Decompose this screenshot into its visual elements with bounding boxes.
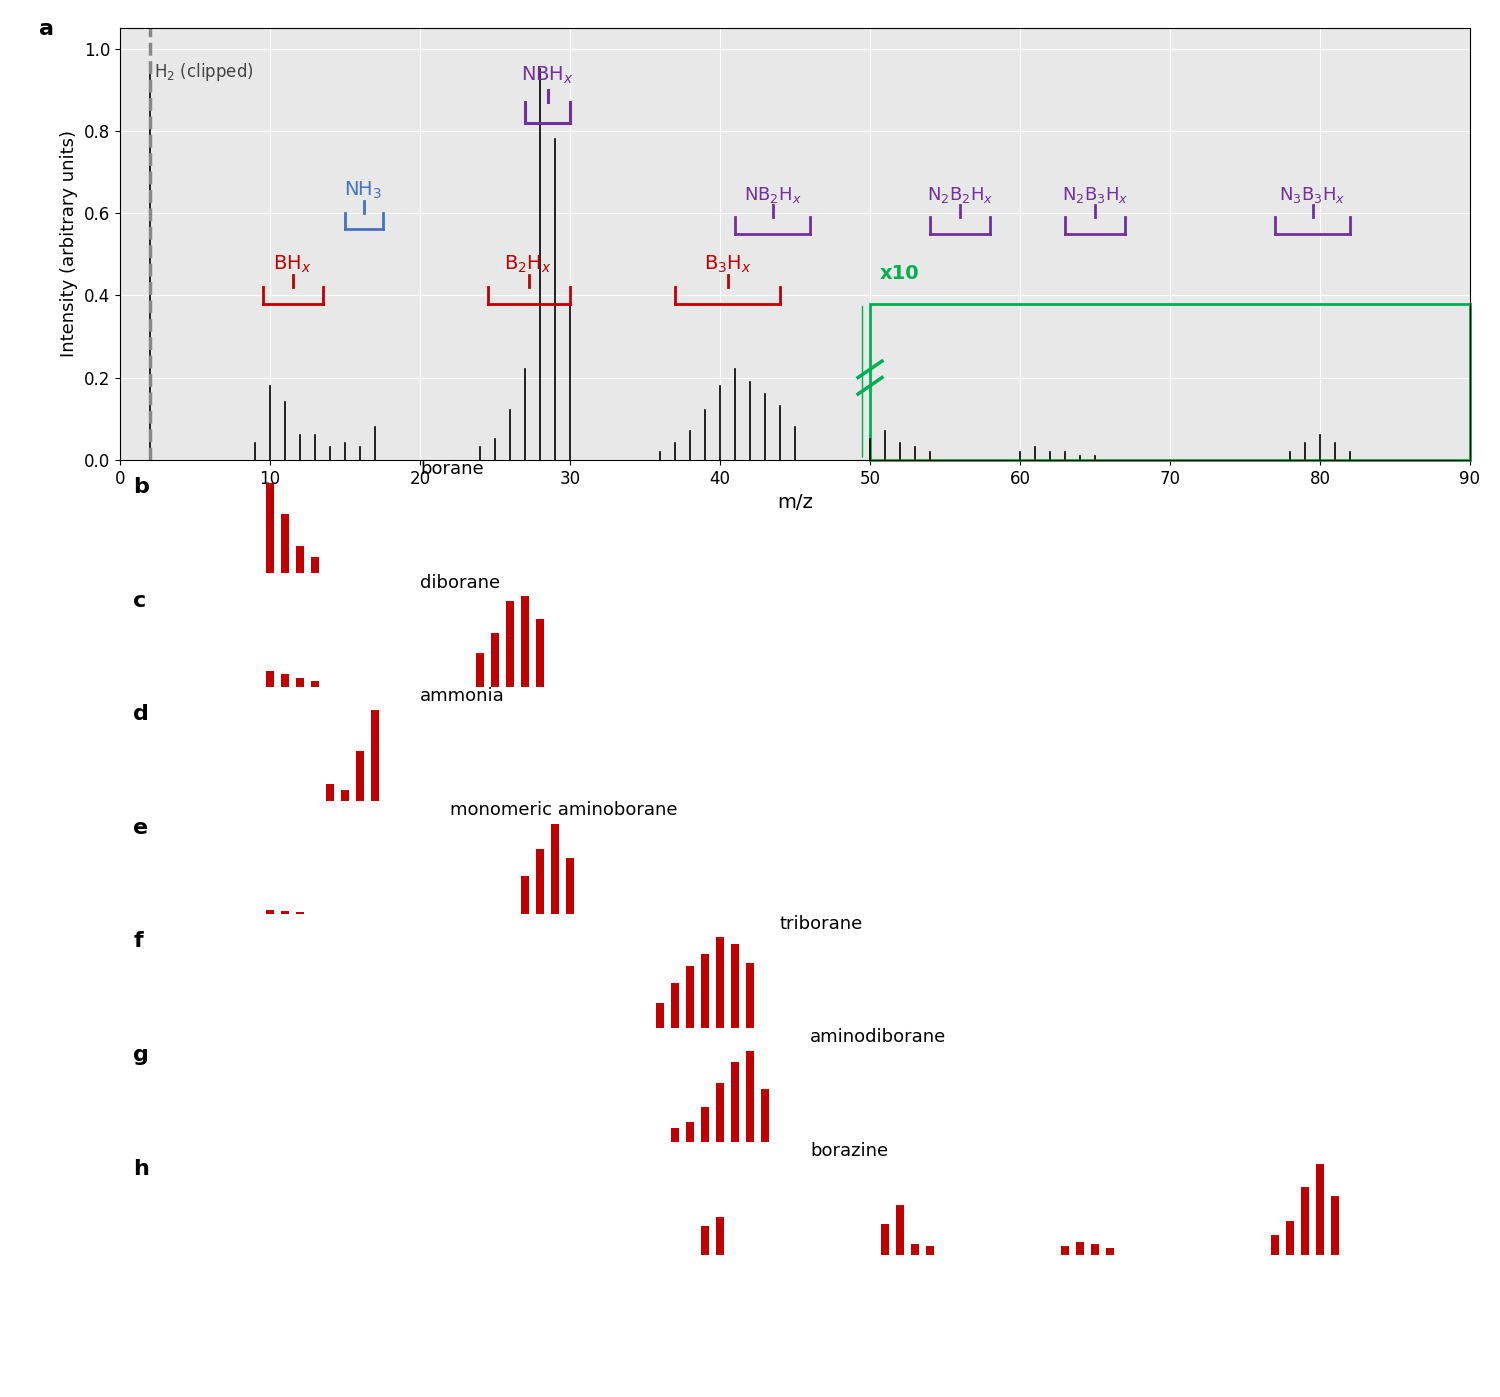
- Bar: [747, 1051, 753, 1141]
- Bar: [732, 944, 738, 1028]
- Y-axis label: Intensity (arbitrary units): Intensity (arbitrary units): [60, 130, 78, 358]
- Bar: [870, 303, 1470, 460]
- Bar: [296, 912, 303, 915]
- Text: NH$_3$: NH$_3$: [344, 179, 382, 201]
- X-axis label: m/z: m/z: [777, 493, 813, 513]
- Bar: [686, 967, 693, 1028]
- Text: monomeric aminoborane: monomeric aminoborane: [450, 800, 678, 819]
- Bar: [282, 675, 288, 687]
- Text: borazine: borazine: [810, 1141, 888, 1160]
- Bar: [357, 750, 363, 800]
- Bar: [732, 1062, 738, 1141]
- Bar: [552, 823, 558, 915]
- Bar: [760, 1090, 768, 1141]
- Bar: [537, 849, 543, 915]
- Text: aminodiborane: aminodiborane: [810, 1028, 946, 1046]
- Text: b: b: [134, 476, 150, 497]
- Bar: [1317, 1165, 1323, 1256]
- Bar: [1062, 1246, 1068, 1256]
- Bar: [882, 1224, 888, 1256]
- Bar: [567, 858, 573, 915]
- Bar: [717, 937, 723, 1028]
- Bar: [926, 1246, 933, 1256]
- Bar: [1090, 1245, 1098, 1256]
- Text: a: a: [39, 20, 54, 39]
- Text: NBH$_x$: NBH$_x$: [520, 64, 574, 85]
- Text: N$_2$B$_2$H$_x$: N$_2$B$_2$H$_x$: [927, 184, 993, 205]
- Bar: [700, 954, 708, 1028]
- Bar: [1077, 1242, 1083, 1256]
- Bar: [700, 1108, 708, 1141]
- Bar: [700, 1227, 708, 1256]
- Bar: [340, 789, 348, 800]
- Text: NB$_2$H$_x$: NB$_2$H$_x$: [744, 184, 801, 205]
- Bar: [312, 557, 318, 574]
- Text: ammonia: ammonia: [420, 687, 504, 705]
- Text: N$_2$B$_3$H$_x$: N$_2$B$_3$H$_x$: [1062, 184, 1128, 205]
- Text: BH$_x$: BH$_x$: [273, 253, 312, 275]
- Text: H$_2$ (clipped): H$_2$ (clipped): [154, 61, 254, 82]
- Text: B$_2$H$_x$: B$_2$H$_x$: [504, 253, 552, 275]
- Bar: [747, 963, 753, 1028]
- Bar: [267, 671, 273, 687]
- Bar: [327, 785, 333, 800]
- Bar: [267, 909, 273, 915]
- Bar: [1286, 1221, 1293, 1256]
- Text: diborane: diborane: [420, 574, 500, 592]
- Bar: [910, 1245, 918, 1256]
- Bar: [296, 546, 303, 574]
- Bar: [312, 680, 318, 687]
- Text: d: d: [134, 704, 150, 724]
- Bar: [282, 514, 288, 574]
- Bar: [1300, 1187, 1308, 1256]
- Bar: [1332, 1196, 1338, 1256]
- Text: N$_3$B$_3$H$_x$: N$_3$B$_3$H$_x$: [1280, 184, 1346, 205]
- Bar: [477, 652, 483, 687]
- Text: h: h: [134, 1158, 150, 1179]
- Bar: [522, 597, 528, 687]
- Bar: [492, 633, 498, 687]
- Text: B$_3$H$_x$: B$_3$H$_x$: [704, 253, 752, 275]
- Text: x10: x10: [880, 264, 920, 284]
- Bar: [372, 710, 378, 800]
- Bar: [717, 1083, 723, 1141]
- Bar: [267, 482, 273, 574]
- Bar: [282, 911, 288, 915]
- Bar: [1106, 1248, 1113, 1256]
- Bar: [296, 678, 303, 687]
- Bar: [672, 982, 678, 1028]
- Bar: [717, 1217, 723, 1256]
- Bar: [537, 619, 543, 687]
- Text: e: e: [134, 817, 148, 838]
- Bar: [657, 1003, 663, 1028]
- Bar: [897, 1206, 903, 1256]
- Text: borane: borane: [420, 460, 483, 478]
- Bar: [1270, 1235, 1278, 1256]
- Bar: [506, 601, 513, 687]
- Text: f: f: [134, 932, 142, 951]
- Bar: [672, 1129, 678, 1141]
- Text: g: g: [134, 1045, 150, 1065]
- Text: triborane: triborane: [780, 915, 864, 933]
- Bar: [686, 1122, 693, 1141]
- Text: c: c: [134, 591, 147, 610]
- Bar: [522, 876, 528, 915]
